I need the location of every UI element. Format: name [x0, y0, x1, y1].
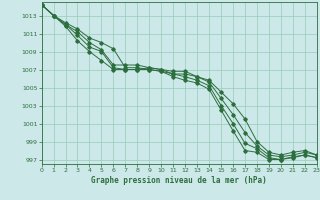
X-axis label: Graphe pression niveau de la mer (hPa): Graphe pression niveau de la mer (hPa) [91, 176, 267, 185]
